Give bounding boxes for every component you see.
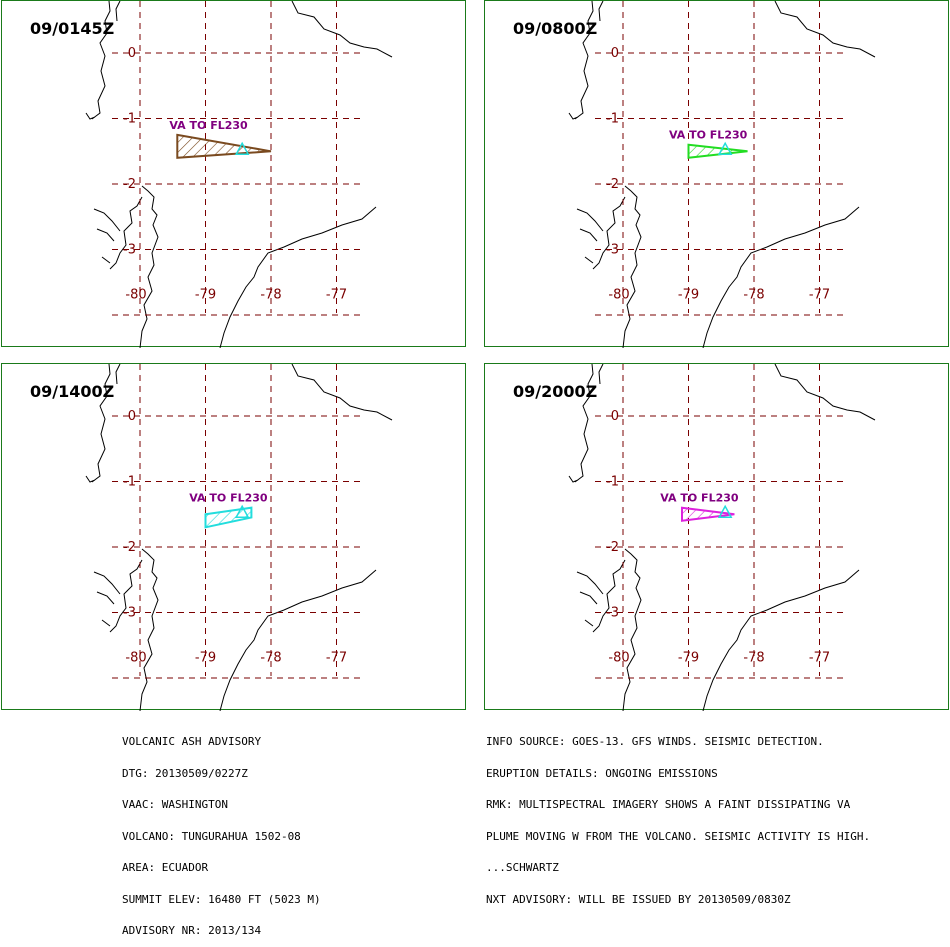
- advisory-line: VAAC: WASHINGTON: [122, 798, 228, 811]
- longitude-label: -80: [608, 651, 629, 666]
- longitude-label: -78: [743, 288, 764, 303]
- latitude-label: -2: [606, 540, 619, 555]
- latitude-label: 0: [128, 46, 136, 61]
- volcano-icon: [234, 141, 250, 156]
- ash-level-label: VA TO FL230: [660, 492, 739, 505]
- ash-map: 0 -1 -2 -3 -80 -79 -78 -77 VA TO FL230: [85, 364, 393, 711]
- advisory-line: INFO SOURCE: GOES-13. GFS WINDS. SEISMIC…: [486, 735, 824, 748]
- coastline: [702, 1, 876, 348]
- latitude-label: -3: [606, 606, 619, 621]
- ash-level-label: VA TO FL230: [189, 492, 268, 505]
- longitude-label: -79: [195, 288, 216, 303]
- volcano-icon: [234, 504, 250, 519]
- ash-cloud-polygon: [176, 133, 272, 159]
- advisory-line: VOLCANIC ASH ADVISORY: [122, 735, 262, 748]
- longitude-label: -78: [260, 651, 281, 666]
- coastline: [568, 364, 642, 711]
- longitude-label: -77: [326, 288, 347, 303]
- panel-time-label: 09/0800Z: [513, 19, 598, 38]
- forecast-panel-0145z: 09/0145Z 0 -1 -2 -3 -80 -79 -78 -77 VA TO FL230: [1, 0, 466, 348]
- longitude-label: -80: [608, 288, 629, 303]
- latitude-label: 0: [128, 409, 136, 424]
- ash-cloud-polygon: [681, 506, 735, 522]
- latitude-label: -3: [123, 243, 136, 258]
- ash-level-label: VA TO FL230: [669, 129, 748, 142]
- advisory-line: ADVISORY NR: 2013/134: [122, 924, 262, 937]
- panel-time-label: 09/1400Z: [30, 382, 115, 401]
- ash-map: 0 -1 -2 -3 -80 -79 -78 -77 VA TO FL230: [85, 1, 393, 348]
- forecast-panel-0800z: 09/0800Z 0 -1 -2 -3 -80 -79 -78 -77 VA TO FL230: [484, 0, 949, 348]
- latitude-label: -1: [123, 475, 136, 490]
- latitude-label: -2: [123, 540, 136, 555]
- ash-level-label: VA TO FL230: [169, 119, 248, 132]
- panel-time-label: 09/2000Z: [513, 382, 598, 401]
- coastline: [85, 364, 159, 711]
- volcano-icon: [717, 504, 733, 519]
- advisory-text-left: VOLCANIC ASH ADVISORY DTG: 20130509/0227…: [122, 716, 321, 947]
- longitude-label: -79: [195, 651, 216, 666]
- advisory-line: RMK: MULTISPECTRAL IMAGERY SHOWS A FAINT…: [486, 798, 851, 811]
- latitude-label: 0: [611, 409, 619, 424]
- longitude-label: -79: [678, 288, 699, 303]
- latitude-label: -3: [123, 606, 136, 621]
- longitude-label: -80: [125, 288, 146, 303]
- advisory-line: ...SCHWARTZ: [486, 861, 559, 874]
- coastline: [219, 364, 393, 711]
- panel-time-label: 09/0145Z: [30, 19, 115, 38]
- advisory-line: AREA: ECUADOR: [122, 861, 209, 874]
- latitude-label: 0: [611, 46, 619, 61]
- advisory-text-right: INFO SOURCE: GOES-13. GFS WINDS. SEISMIC…: [486, 716, 870, 916]
- latitude-label: -2: [123, 177, 136, 192]
- forecast-panel-2000z: 09/2000Z 0 -1 -2 -3 -80 -79 -78 -77 VA TO FL230: [484, 363, 949, 711]
- advisory-line: SUMMIT ELEV: 16480 FT (5023 M): [122, 892, 321, 906]
- longitude-label: -78: [743, 651, 764, 666]
- advisory-line: NXT ADVISORY: WILL BE ISSUED BY 20130509…: [486, 892, 791, 906]
- latitude-label: -1: [606, 112, 619, 127]
- longitude-label: -77: [809, 288, 830, 303]
- coastline: [219, 1, 393, 348]
- latitude-label: -1: [606, 475, 619, 490]
- coastline: [85, 1, 159, 348]
- longitude-label: -78: [260, 288, 281, 303]
- longitude-label: -79: [678, 651, 699, 666]
- advisory-line: PLUME MOVING W FROM THE VOLCANO. SEISMIC…: [486, 829, 871, 843]
- longitude-label: -80: [125, 651, 146, 666]
- ash-map: 0 -1 -2 -3 -80 -79 -78 -77 VA TO FL230: [568, 1, 876, 348]
- longitude-label: -77: [809, 651, 830, 666]
- ash-cloud-polygon: [687, 143, 748, 159]
- advisory-line: DTG: 20130509/0227Z: [122, 766, 248, 780]
- coastline: [568, 1, 642, 348]
- advisory-line: ERUPTION DETAILS: ONGOING EMISSIONS: [486, 766, 718, 780]
- latitude-label: -3: [606, 243, 619, 258]
- latitude-label: -2: [606, 177, 619, 192]
- coastline: [702, 364, 876, 711]
- longitude-label: -77: [326, 651, 347, 666]
- latitude-label: -1: [123, 112, 136, 127]
- forecast-panel-1400z: 09/1400Z 0 -1 -2 -3 -80 -79 -78 -77 VA TO FL230: [1, 363, 466, 711]
- ash-cloud-polygon: [204, 506, 253, 529]
- advisory-line: VOLCANO: TUNGURAHUA 1502-08: [122, 829, 301, 843]
- ash-map: 0 -1 -2 -3 -80 -79 -78 -77 VA TO FL230: [568, 364, 876, 711]
- volcano-icon: [717, 141, 733, 156]
